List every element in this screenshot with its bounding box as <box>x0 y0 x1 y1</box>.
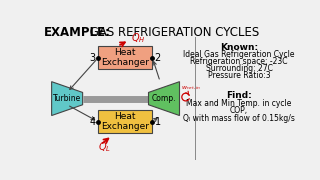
Text: Surrounding: 27C: Surrounding: 27C <box>206 64 273 73</box>
Text: Heat
Exchanger: Heat Exchanger <box>101 112 149 131</box>
Polygon shape <box>52 82 83 116</box>
Text: EXAMPLE:: EXAMPLE: <box>44 26 111 39</box>
Text: COP,: COP, <box>230 106 248 115</box>
Text: 2: 2 <box>155 53 161 63</box>
Text: Refrigeration space: -23C: Refrigeration space: -23C <box>190 57 288 66</box>
Text: Turbine: Turbine <box>53 94 81 103</box>
Text: Find:: Find: <box>226 91 252 100</box>
Text: GAS REFRIGERATION CYCLES: GAS REFRIGERATION CYCLES <box>86 26 259 39</box>
FancyBboxPatch shape <box>98 46 152 69</box>
Text: 3: 3 <box>90 53 96 63</box>
Text: 4: 4 <box>90 117 96 127</box>
Text: $w_{net,in}$: $w_{net,in}$ <box>181 85 201 92</box>
Text: Known:: Known: <box>220 43 258 52</box>
Text: Pressure Ratio:3: Pressure Ratio:3 <box>208 71 270 80</box>
Text: $Q_H$: $Q_H$ <box>132 32 146 45</box>
Text: Ideal Gas Refrigeration Cycle: Ideal Gas Refrigeration Cycle <box>183 50 295 59</box>
FancyBboxPatch shape <box>98 110 152 133</box>
Polygon shape <box>148 82 180 116</box>
Text: Max and Min Temp. in cycle: Max and Min Temp. in cycle <box>187 99 292 108</box>
Text: $Q_L$: $Q_L$ <box>98 140 111 154</box>
Text: Heat
Exchanger: Heat Exchanger <box>101 48 149 68</box>
Text: 1: 1 <box>155 117 161 127</box>
Text: Qₗ with mass flow of 0.15kg/s: Qₗ with mass flow of 0.15kg/s <box>183 114 295 123</box>
Text: Comp.: Comp. <box>152 94 176 103</box>
